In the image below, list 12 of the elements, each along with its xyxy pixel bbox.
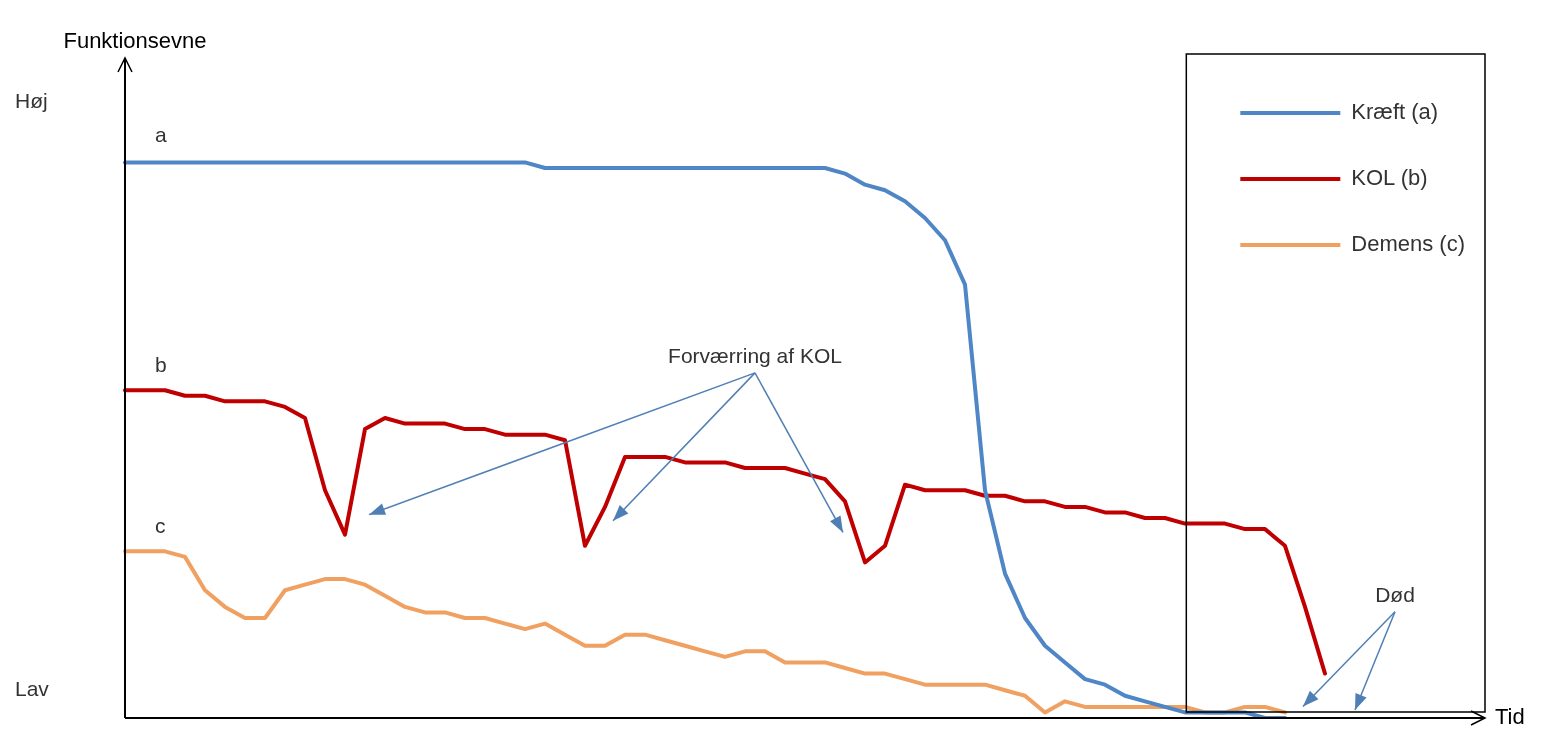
annotation: b [155, 353, 167, 377]
legend-label: Kræft (a) [1351, 99, 1439, 125]
legend-label: Demens (c) [1351, 231, 1465, 257]
x-axis-title: Tid [1495, 704, 1525, 730]
annotation: Død [1375, 582, 1415, 606]
text: Lav [15, 676, 50, 700]
y-axis-title: Funktionsevne [63, 28, 207, 54]
annotation: Forværring af KOL [668, 343, 842, 367]
text: Høj [15, 89, 48, 113]
annotation: c [155, 514, 166, 538]
legend-label: KOL (b) [1351, 165, 1428, 191]
text: a [155, 123, 167, 147]
